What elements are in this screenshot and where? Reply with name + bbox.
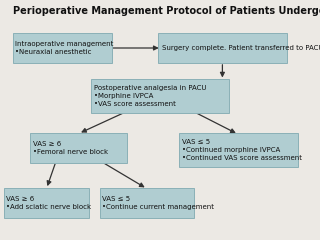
FancyBboxPatch shape (157, 33, 287, 63)
Text: Intraoperative management
•Neuraxial anesthetic: Intraoperative management •Neuraxial ane… (15, 41, 114, 55)
Text: Perioperative Management Protocol of Patients Undergoing TKA: Perioperative Management Protocol of Pat… (13, 6, 320, 16)
Text: VAS ≥ 6
•Femoral nerve block: VAS ≥ 6 •Femoral nerve block (33, 141, 108, 155)
FancyBboxPatch shape (13, 33, 112, 63)
Text: VAS ≤ 5
•Continue current management: VAS ≤ 5 •Continue current management (102, 196, 214, 210)
FancyBboxPatch shape (4, 188, 89, 218)
Text: Surgery complete. Patient transferred to PACU.: Surgery complete. Patient transferred to… (162, 45, 320, 51)
FancyBboxPatch shape (91, 79, 229, 113)
Text: VAS ≤ 5
•Continued morphine IVPCA
•Continued VAS score assessment: VAS ≤ 5 •Continued morphine IVPCA •Conti… (182, 139, 302, 161)
Text: VAS ≥ 6
•Add sciatic nerve block: VAS ≥ 6 •Add sciatic nerve block (6, 196, 92, 210)
FancyBboxPatch shape (30, 132, 127, 163)
FancyBboxPatch shape (179, 133, 298, 167)
Text: Postoperative analgesia in PACU
•Morphine IVPCA
•VAS score assessment: Postoperative analgesia in PACU •Morphin… (94, 85, 207, 107)
FancyBboxPatch shape (100, 188, 194, 218)
